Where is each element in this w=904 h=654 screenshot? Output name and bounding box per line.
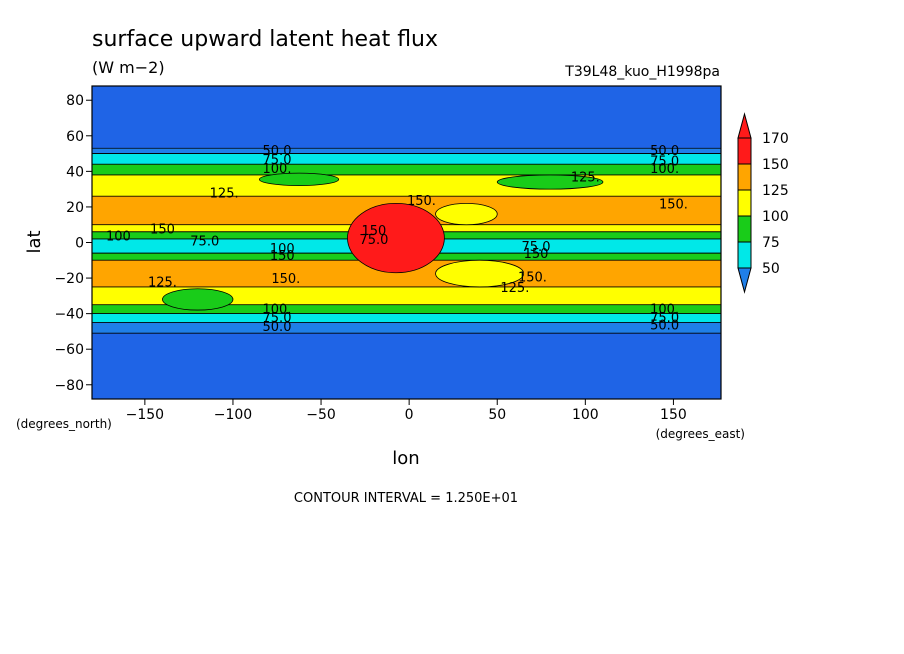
contour-label: 100. bbox=[263, 302, 292, 317]
contour-label: 150 bbox=[361, 224, 386, 239]
y-tick-label: −20 bbox=[54, 271, 84, 287]
y-unit-label: (degrees_north) bbox=[16, 417, 112, 431]
x-tick-label: 0 bbox=[405, 407, 414, 423]
colorbar-bottom-arrow bbox=[737, 267, 752, 294]
contour-label: 75.0 bbox=[263, 153, 292, 168]
colorbar: 170 150 125 100 75 50 bbox=[737, 112, 789, 294]
contour-band-11 bbox=[92, 304, 721, 314]
colorbar-label: 125 bbox=[762, 183, 789, 199]
contour-label: 100. bbox=[650, 162, 679, 177]
colorbar-box bbox=[737, 137, 752, 165]
y-tick-label: 80 bbox=[66, 93, 84, 109]
x-tick-label: −100 bbox=[214, 407, 252, 423]
contour-band-2 bbox=[92, 164, 721, 175]
x-tick-label: 150 bbox=[660, 407, 687, 423]
contour-label: 50.0 bbox=[263, 144, 292, 159]
colorbar-label: 150 bbox=[762, 157, 789, 173]
contour-label: 50.0 bbox=[263, 320, 292, 335]
colorbar-label: 75 bbox=[762, 235, 780, 251]
contour-label: 100. bbox=[263, 162, 292, 177]
y-tick-label: −60 bbox=[54, 342, 84, 358]
colorbar-label: 50 bbox=[762, 261, 780, 277]
contour-patch-3 bbox=[435, 259, 525, 288]
contour-label: 125. bbox=[148, 276, 177, 291]
contour-label: 75.0 bbox=[650, 311, 679, 326]
x-tick-label: −50 bbox=[306, 407, 336, 423]
contour-label: 125. bbox=[500, 281, 529, 296]
contour-label: 150 bbox=[150, 222, 175, 237]
colorbar-box bbox=[737, 241, 752, 269]
colorbar-label: 170 bbox=[762, 131, 789, 147]
contour-label: 150 bbox=[270, 249, 295, 264]
colorbar-top-arrow bbox=[737, 112, 752, 139]
contour-patch-0 bbox=[162, 288, 234, 311]
contour-label: 100 bbox=[270, 242, 295, 257]
plot-area bbox=[92, 86, 721, 399]
contour-band-13 bbox=[92, 322, 721, 334]
x-axis: −150 −100 −50 0 50 100 150 bbox=[126, 399, 687, 423]
colorbar-box bbox=[737, 163, 752, 191]
y-axis: −80 −60 −40 −20 0 20 40 60 80 bbox=[54, 93, 92, 394]
contour-band-12 bbox=[92, 313, 721, 323]
colorbar-box bbox=[737, 215, 752, 243]
contour-label: 150. bbox=[271, 272, 300, 287]
chart-title: surface upward latent heat flux bbox=[92, 27, 438, 52]
contour-label: 75.0 bbox=[650, 155, 679, 170]
contour-label: 125. bbox=[571, 171, 600, 186]
y-tick-label: 60 bbox=[66, 129, 84, 145]
contour-label: 50.0 bbox=[650, 144, 679, 159]
contour-label: 150. bbox=[518, 270, 547, 285]
contour-patch-2 bbox=[496, 174, 604, 190]
contour-label: 75.0 bbox=[359, 233, 388, 248]
contour-band-1 bbox=[92, 153, 721, 165]
contour-label: 75.0 bbox=[263, 311, 292, 326]
y-tick-label: 40 bbox=[66, 164, 84, 180]
contour-patch-1 bbox=[258, 172, 340, 186]
contour-label: 50.0 bbox=[650, 318, 679, 333]
contour-interval: CONTOUR INTERVAL = 1.250E+01 bbox=[294, 491, 518, 506]
y-tick-label: −40 bbox=[54, 307, 84, 323]
y-axis-label: lat bbox=[24, 230, 45, 253]
x-tick-label: 50 bbox=[488, 407, 506, 423]
contour-patch-4 bbox=[435, 202, 498, 226]
y-tick-label: −80 bbox=[54, 378, 84, 394]
contour-label: 75.0 bbox=[522, 240, 551, 255]
contour-label: 100. bbox=[650, 302, 679, 317]
contour-band-10 bbox=[92, 286, 721, 305]
contour-label: 150. bbox=[407, 194, 436, 209]
colorbar-box bbox=[737, 189, 752, 217]
contour-label: 125. bbox=[210, 187, 239, 202]
chart-units: (W m−2) bbox=[92, 58, 165, 77]
contour-label: 150 bbox=[524, 247, 549, 262]
x-tick-label: 100 bbox=[572, 407, 599, 423]
contour-label: 150. bbox=[659, 197, 688, 212]
contour-patch-5 bbox=[347, 202, 445, 274]
x-tick-label: −150 bbox=[126, 407, 164, 423]
run-label: T39L48_kuo_H1998pa bbox=[564, 64, 720, 80]
contour-label: 100 bbox=[106, 229, 131, 244]
y-tick-label: 0 bbox=[75, 236, 84, 252]
colorbar-label: 100 bbox=[762, 209, 789, 225]
x-unit-label: (degrees_east) bbox=[656, 427, 745, 441]
y-tick-label: 20 bbox=[66, 200, 84, 216]
x-axis-label: lon bbox=[392, 448, 419, 469]
contour-band-0 bbox=[92, 148, 721, 154]
contour-label: 75.0 bbox=[190, 235, 219, 250]
